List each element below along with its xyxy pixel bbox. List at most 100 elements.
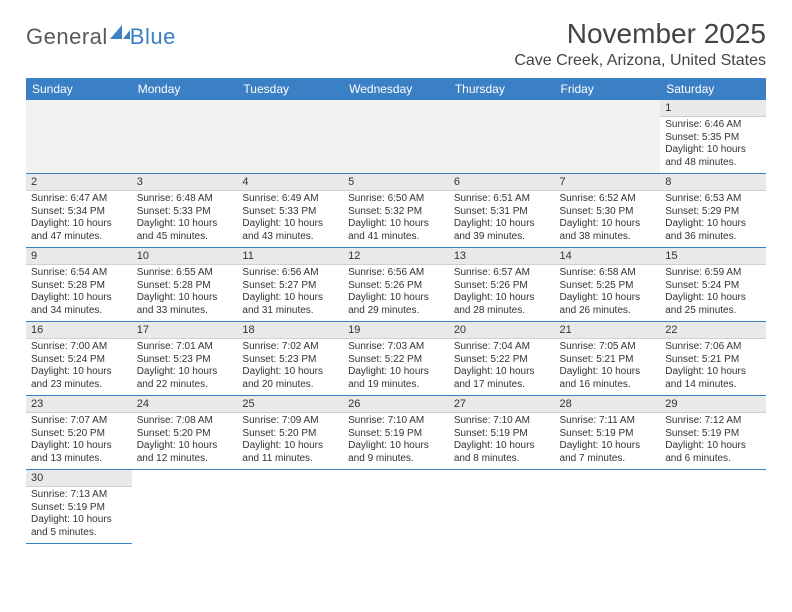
day-details: Sunrise: 6:49 AMSunset: 5:33 PMDaylight:… bbox=[237, 191, 343, 247]
sunset-text: Sunset: 5:35 PM bbox=[665, 132, 761, 145]
day-number: 18 bbox=[237, 322, 343, 339]
daylight-text: Daylight: 10 hours and 14 minutes. bbox=[665, 366, 761, 391]
day-number: 13 bbox=[449, 248, 555, 265]
sunrise-text: Sunrise: 7:05 AM bbox=[560, 341, 656, 354]
sunset-text: Sunset: 5:27 PM bbox=[242, 280, 338, 293]
day-number: 2 bbox=[26, 174, 132, 191]
day-number: 24 bbox=[132, 396, 238, 413]
daylight-text: Daylight: 10 hours and 41 minutes. bbox=[348, 218, 444, 243]
daylight-text: Daylight: 10 hours and 11 minutes. bbox=[242, 440, 338, 465]
sunset-text: Sunset: 5:32 PM bbox=[348, 206, 444, 219]
day-details: Sunrise: 7:13 AMSunset: 5:19 PMDaylight:… bbox=[26, 487, 132, 543]
sunset-text: Sunset: 5:20 PM bbox=[242, 428, 338, 441]
day-number: 14 bbox=[555, 248, 661, 265]
calendar-day-cell: 7Sunrise: 6:52 AMSunset: 5:30 PMDaylight… bbox=[555, 174, 661, 248]
day-number: 4 bbox=[237, 174, 343, 191]
day-details: Sunrise: 7:10 AMSunset: 5:19 PMDaylight:… bbox=[343, 413, 449, 469]
day-number: 19 bbox=[343, 322, 449, 339]
calendar-day-cell: 3Sunrise: 6:48 AMSunset: 5:33 PMDaylight… bbox=[132, 174, 238, 248]
day-details: Sunrise: 6:57 AMSunset: 5:26 PMDaylight:… bbox=[449, 265, 555, 321]
daylight-text: Daylight: 10 hours and 39 minutes. bbox=[454, 218, 550, 243]
daylight-text: Daylight: 10 hours and 9 minutes. bbox=[348, 440, 444, 465]
sunrise-text: Sunrise: 7:08 AM bbox=[137, 415, 233, 428]
day-details: Sunrise: 7:03 AMSunset: 5:22 PMDaylight:… bbox=[343, 339, 449, 395]
dow-tuesday: Tuesday bbox=[237, 78, 343, 100]
sunrise-text: Sunrise: 6:56 AM bbox=[348, 267, 444, 280]
daylight-text: Daylight: 10 hours and 5 minutes. bbox=[31, 514, 127, 539]
day-details: Sunrise: 7:07 AMSunset: 5:20 PMDaylight:… bbox=[26, 413, 132, 469]
sunset-text: Sunset: 5:33 PM bbox=[137, 206, 233, 219]
sunset-text: Sunset: 5:26 PM bbox=[454, 280, 550, 293]
daylight-text: Daylight: 10 hours and 47 minutes. bbox=[31, 218, 127, 243]
daylight-text: Daylight: 10 hours and 16 minutes. bbox=[560, 366, 656, 391]
day-details: Sunrise: 6:54 AMSunset: 5:28 PMDaylight:… bbox=[26, 265, 132, 321]
day-number: 16 bbox=[26, 322, 132, 339]
day-number: 17 bbox=[132, 322, 238, 339]
day-details: Sunrise: 7:09 AMSunset: 5:20 PMDaylight:… bbox=[237, 413, 343, 469]
daylight-text: Daylight: 10 hours and 13 minutes. bbox=[31, 440, 127, 465]
calendar-day-cell bbox=[555, 100, 661, 174]
calendar-day-cell: 8Sunrise: 6:53 AMSunset: 5:29 PMDaylight… bbox=[660, 174, 766, 248]
day-details: Sunrise: 6:51 AMSunset: 5:31 PMDaylight:… bbox=[449, 191, 555, 247]
sunrise-text: Sunrise: 6:57 AM bbox=[454, 267, 550, 280]
sunrise-text: Sunrise: 6:47 AM bbox=[31, 193, 127, 206]
calendar-day-cell bbox=[660, 470, 766, 544]
calendar-day-cell: 4Sunrise: 6:49 AMSunset: 5:33 PMDaylight… bbox=[237, 174, 343, 248]
sunset-text: Sunset: 5:21 PM bbox=[665, 354, 761, 367]
day-details: Sunrise: 7:10 AMSunset: 5:19 PMDaylight:… bbox=[449, 413, 555, 469]
header: General Blue November 2025 Cave Creek, A… bbox=[26, 18, 766, 70]
sunrise-text: Sunrise: 6:54 AM bbox=[31, 267, 127, 280]
calendar-day-cell: 18Sunrise: 7:02 AMSunset: 5:23 PMDayligh… bbox=[237, 322, 343, 396]
sunset-text: Sunset: 5:21 PM bbox=[560, 354, 656, 367]
calendar-day-cell: 20Sunrise: 7:04 AMSunset: 5:22 PMDayligh… bbox=[449, 322, 555, 396]
daylight-text: Daylight: 10 hours and 36 minutes. bbox=[665, 218, 761, 243]
calendar-day-cell: 21Sunrise: 7:05 AMSunset: 5:21 PMDayligh… bbox=[555, 322, 661, 396]
sunrise-text: Sunrise: 7:00 AM bbox=[31, 341, 127, 354]
dow-monday: Monday bbox=[132, 78, 238, 100]
sunrise-text: Sunrise: 6:56 AM bbox=[242, 267, 338, 280]
day-number: 11 bbox=[237, 248, 343, 265]
sunset-text: Sunset: 5:28 PM bbox=[31, 280, 127, 293]
calendar-day-cell bbox=[237, 470, 343, 544]
calendar-day-cell: 13Sunrise: 6:57 AMSunset: 5:26 PMDayligh… bbox=[449, 248, 555, 322]
day-number: 12 bbox=[343, 248, 449, 265]
dow-sunday: Sunday bbox=[26, 78, 132, 100]
calendar-week-row: 9Sunrise: 6:54 AMSunset: 5:28 PMDaylight… bbox=[26, 248, 766, 322]
day-number: 20 bbox=[449, 322, 555, 339]
calendar-day-cell: 30Sunrise: 7:13 AMSunset: 5:19 PMDayligh… bbox=[26, 470, 132, 544]
daylight-text: Daylight: 10 hours and 6 minutes. bbox=[665, 440, 761, 465]
calendar-page: General Blue November 2025 Cave Creek, A… bbox=[0, 0, 792, 544]
calendar-day-cell: 2 Sunrise: 6:47 AMSunset: 5:34 PMDaylight… bbox=[26, 174, 132, 248]
calendar-day-cell: 12Sunrise: 6:56 AMSunset: 5:26 PMDayligh… bbox=[343, 248, 449, 322]
calendar-day-cell: 27Sunrise: 7:10 AMSunset: 5:19 PMDayligh… bbox=[449, 396, 555, 470]
month-title: November 2025 bbox=[514, 18, 766, 50]
calendar-day-cell: 22Sunrise: 7:06 AMSunset: 5:21 PMDayligh… bbox=[660, 322, 766, 396]
sunrise-text: Sunrise: 7:10 AM bbox=[348, 415, 444, 428]
day-number: 22 bbox=[660, 322, 766, 339]
day-details: Sunrise: 7:08 AMSunset: 5:20 PMDaylight:… bbox=[132, 413, 238, 469]
calendar-day-cell: 19Sunrise: 7:03 AMSunset: 5:22 PMDayligh… bbox=[343, 322, 449, 396]
daylight-text: Daylight: 10 hours and 22 minutes. bbox=[137, 366, 233, 391]
calendar-week-row: 1Sunrise: 6:46 AMSunset: 5:35 PMDaylight… bbox=[26, 100, 766, 174]
calendar-week-row: 23Sunrise: 7:07 AMSunset: 5:20 PMDayligh… bbox=[26, 396, 766, 470]
sunset-text: Sunset: 5:23 PM bbox=[242, 354, 338, 367]
sunset-text: Sunset: 5:31 PM bbox=[454, 206, 550, 219]
sunset-text: Sunset: 5:23 PM bbox=[137, 354, 233, 367]
sunset-text: Sunset: 5:22 PM bbox=[454, 354, 550, 367]
sunset-text: Sunset: 5:20 PM bbox=[137, 428, 233, 441]
day-details: Sunrise: 7:01 AMSunset: 5:23 PMDaylight:… bbox=[132, 339, 238, 395]
day-details: Sunrise: 6:56 AMSunset: 5:27 PMDaylight:… bbox=[237, 265, 343, 321]
sunrise-text: Sunrise: 6:55 AM bbox=[137, 267, 233, 280]
dow-header-row: Sunday Monday Tuesday Wednesday Thursday… bbox=[26, 78, 766, 100]
logo-text-blue: Blue bbox=[130, 24, 176, 50]
logo-sail-icon bbox=[110, 25, 130, 39]
day-details: Sunrise: 7:02 AMSunset: 5:23 PMDaylight:… bbox=[237, 339, 343, 395]
calendar-day-cell: 14Sunrise: 6:58 AMSunset: 5:25 PMDayligh… bbox=[555, 248, 661, 322]
sunset-text: Sunset: 5:34 PM bbox=[31, 206, 127, 219]
calendar-day-cell: 1Sunrise: 6:46 AMSunset: 5:35 PMDaylight… bbox=[660, 100, 766, 174]
daylight-text: Daylight: 10 hours and 48 minutes. bbox=[665, 144, 761, 169]
day-details: Sunrise: 6:58 AMSunset: 5:25 PMDaylight:… bbox=[555, 265, 661, 321]
title-block: November 2025 Cave Creek, Arizona, Unite… bbox=[514, 18, 766, 70]
sunset-text: Sunset: 5:22 PM bbox=[348, 354, 444, 367]
dow-saturday: Saturday bbox=[660, 78, 766, 100]
